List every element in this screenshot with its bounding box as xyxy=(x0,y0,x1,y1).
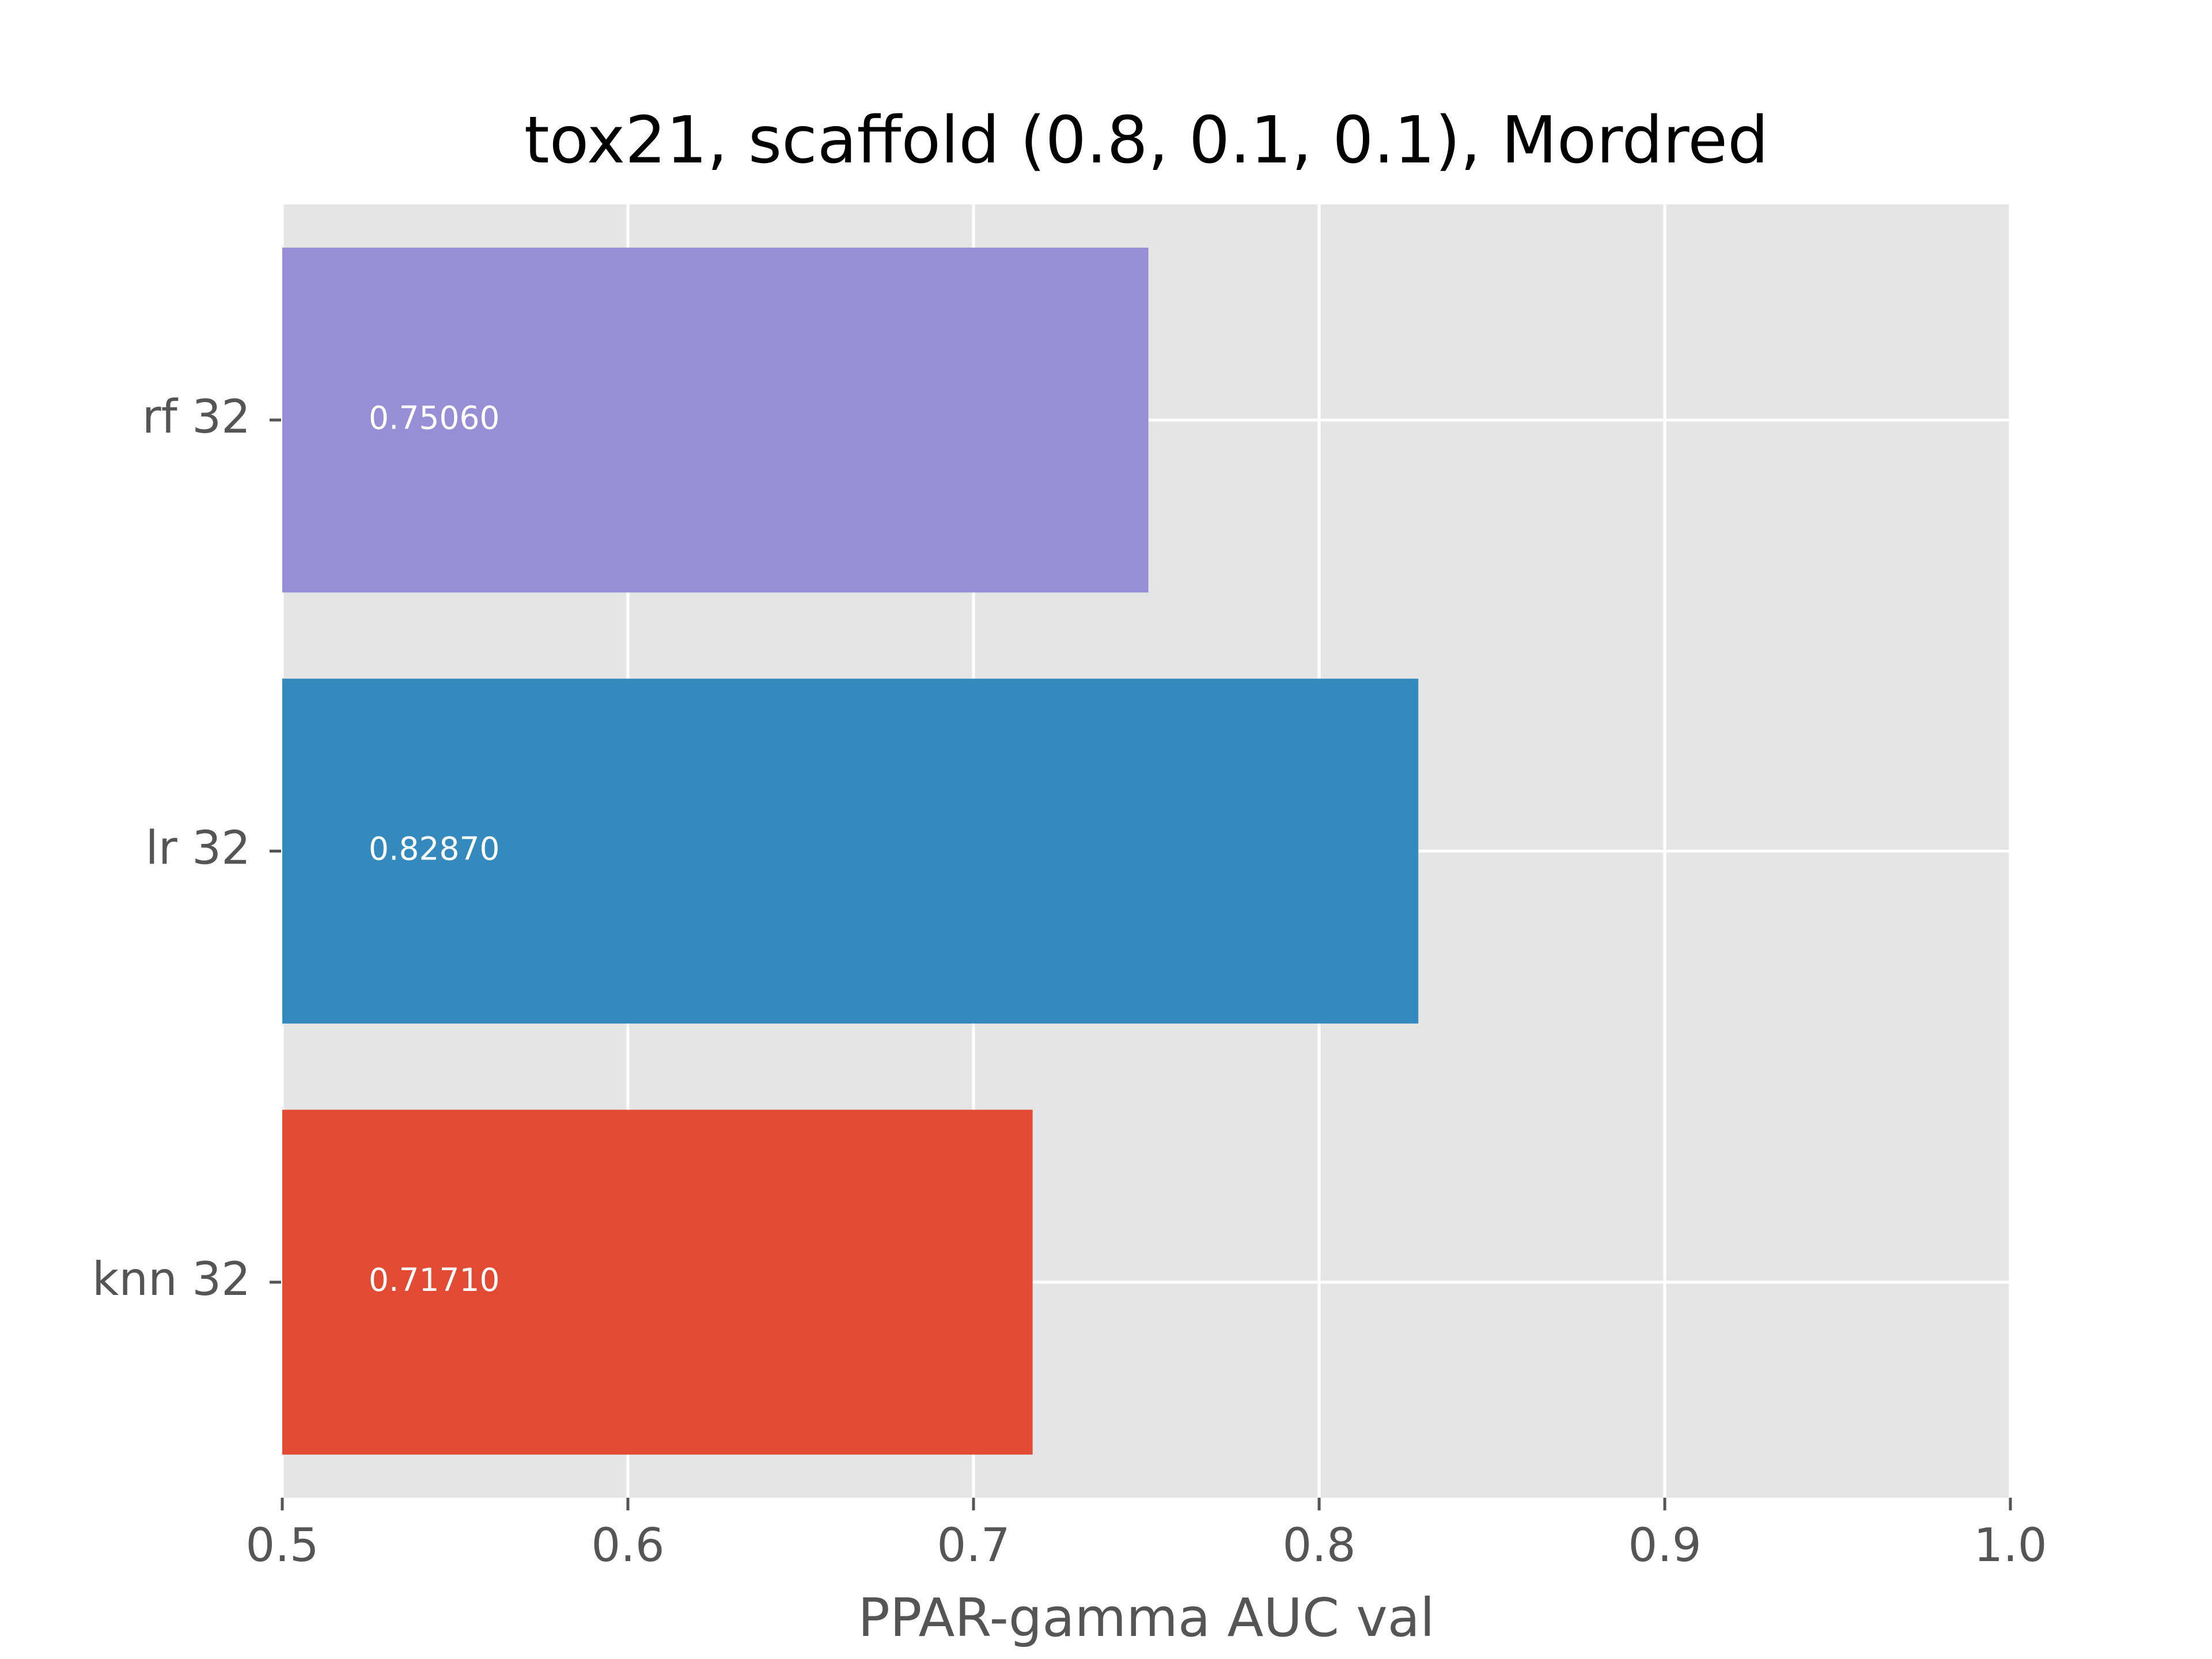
x-tick-label: 0.9 xyxy=(1628,1518,1701,1572)
chart-title: tox21, scaffold (0.8, 0.1, 0.1), Mordred xyxy=(524,103,1768,178)
bar-value-label: 0.82870 xyxy=(369,831,499,868)
bar-lr-32 xyxy=(282,679,1419,1024)
x-tick-label: 1.0 xyxy=(1974,1518,2047,1572)
bar-value-labels: 0.71710 0.82870 0.75060 xyxy=(369,399,499,1298)
y-tick-label: rf 32 xyxy=(142,390,251,444)
x-tick-label: 0.8 xyxy=(1282,1518,1355,1572)
x-tick-label: 0.5 xyxy=(245,1518,319,1572)
x-axis-label: PPAR-gamma AUC val xyxy=(858,1587,1434,1649)
bar-rf-32 xyxy=(282,247,1149,593)
x-axis: 0.5 0.6 0.7 0.8 0.9 1.0 xyxy=(245,1498,2047,1572)
y-axis: knn 32 lr 32 rf 32 xyxy=(92,390,281,1306)
y-tick-label: lr 32 xyxy=(146,821,251,874)
x-tick-label: 0.7 xyxy=(937,1518,1010,1572)
bar-knn-32 xyxy=(282,1109,1033,1455)
bar-value-label: 0.71710 xyxy=(369,1262,499,1298)
x-tick-label: 0.6 xyxy=(591,1518,664,1572)
bars xyxy=(282,247,1419,1455)
bar-value-label: 0.75060 xyxy=(369,399,499,436)
y-tick-label: knn 32 xyxy=(92,1252,251,1306)
